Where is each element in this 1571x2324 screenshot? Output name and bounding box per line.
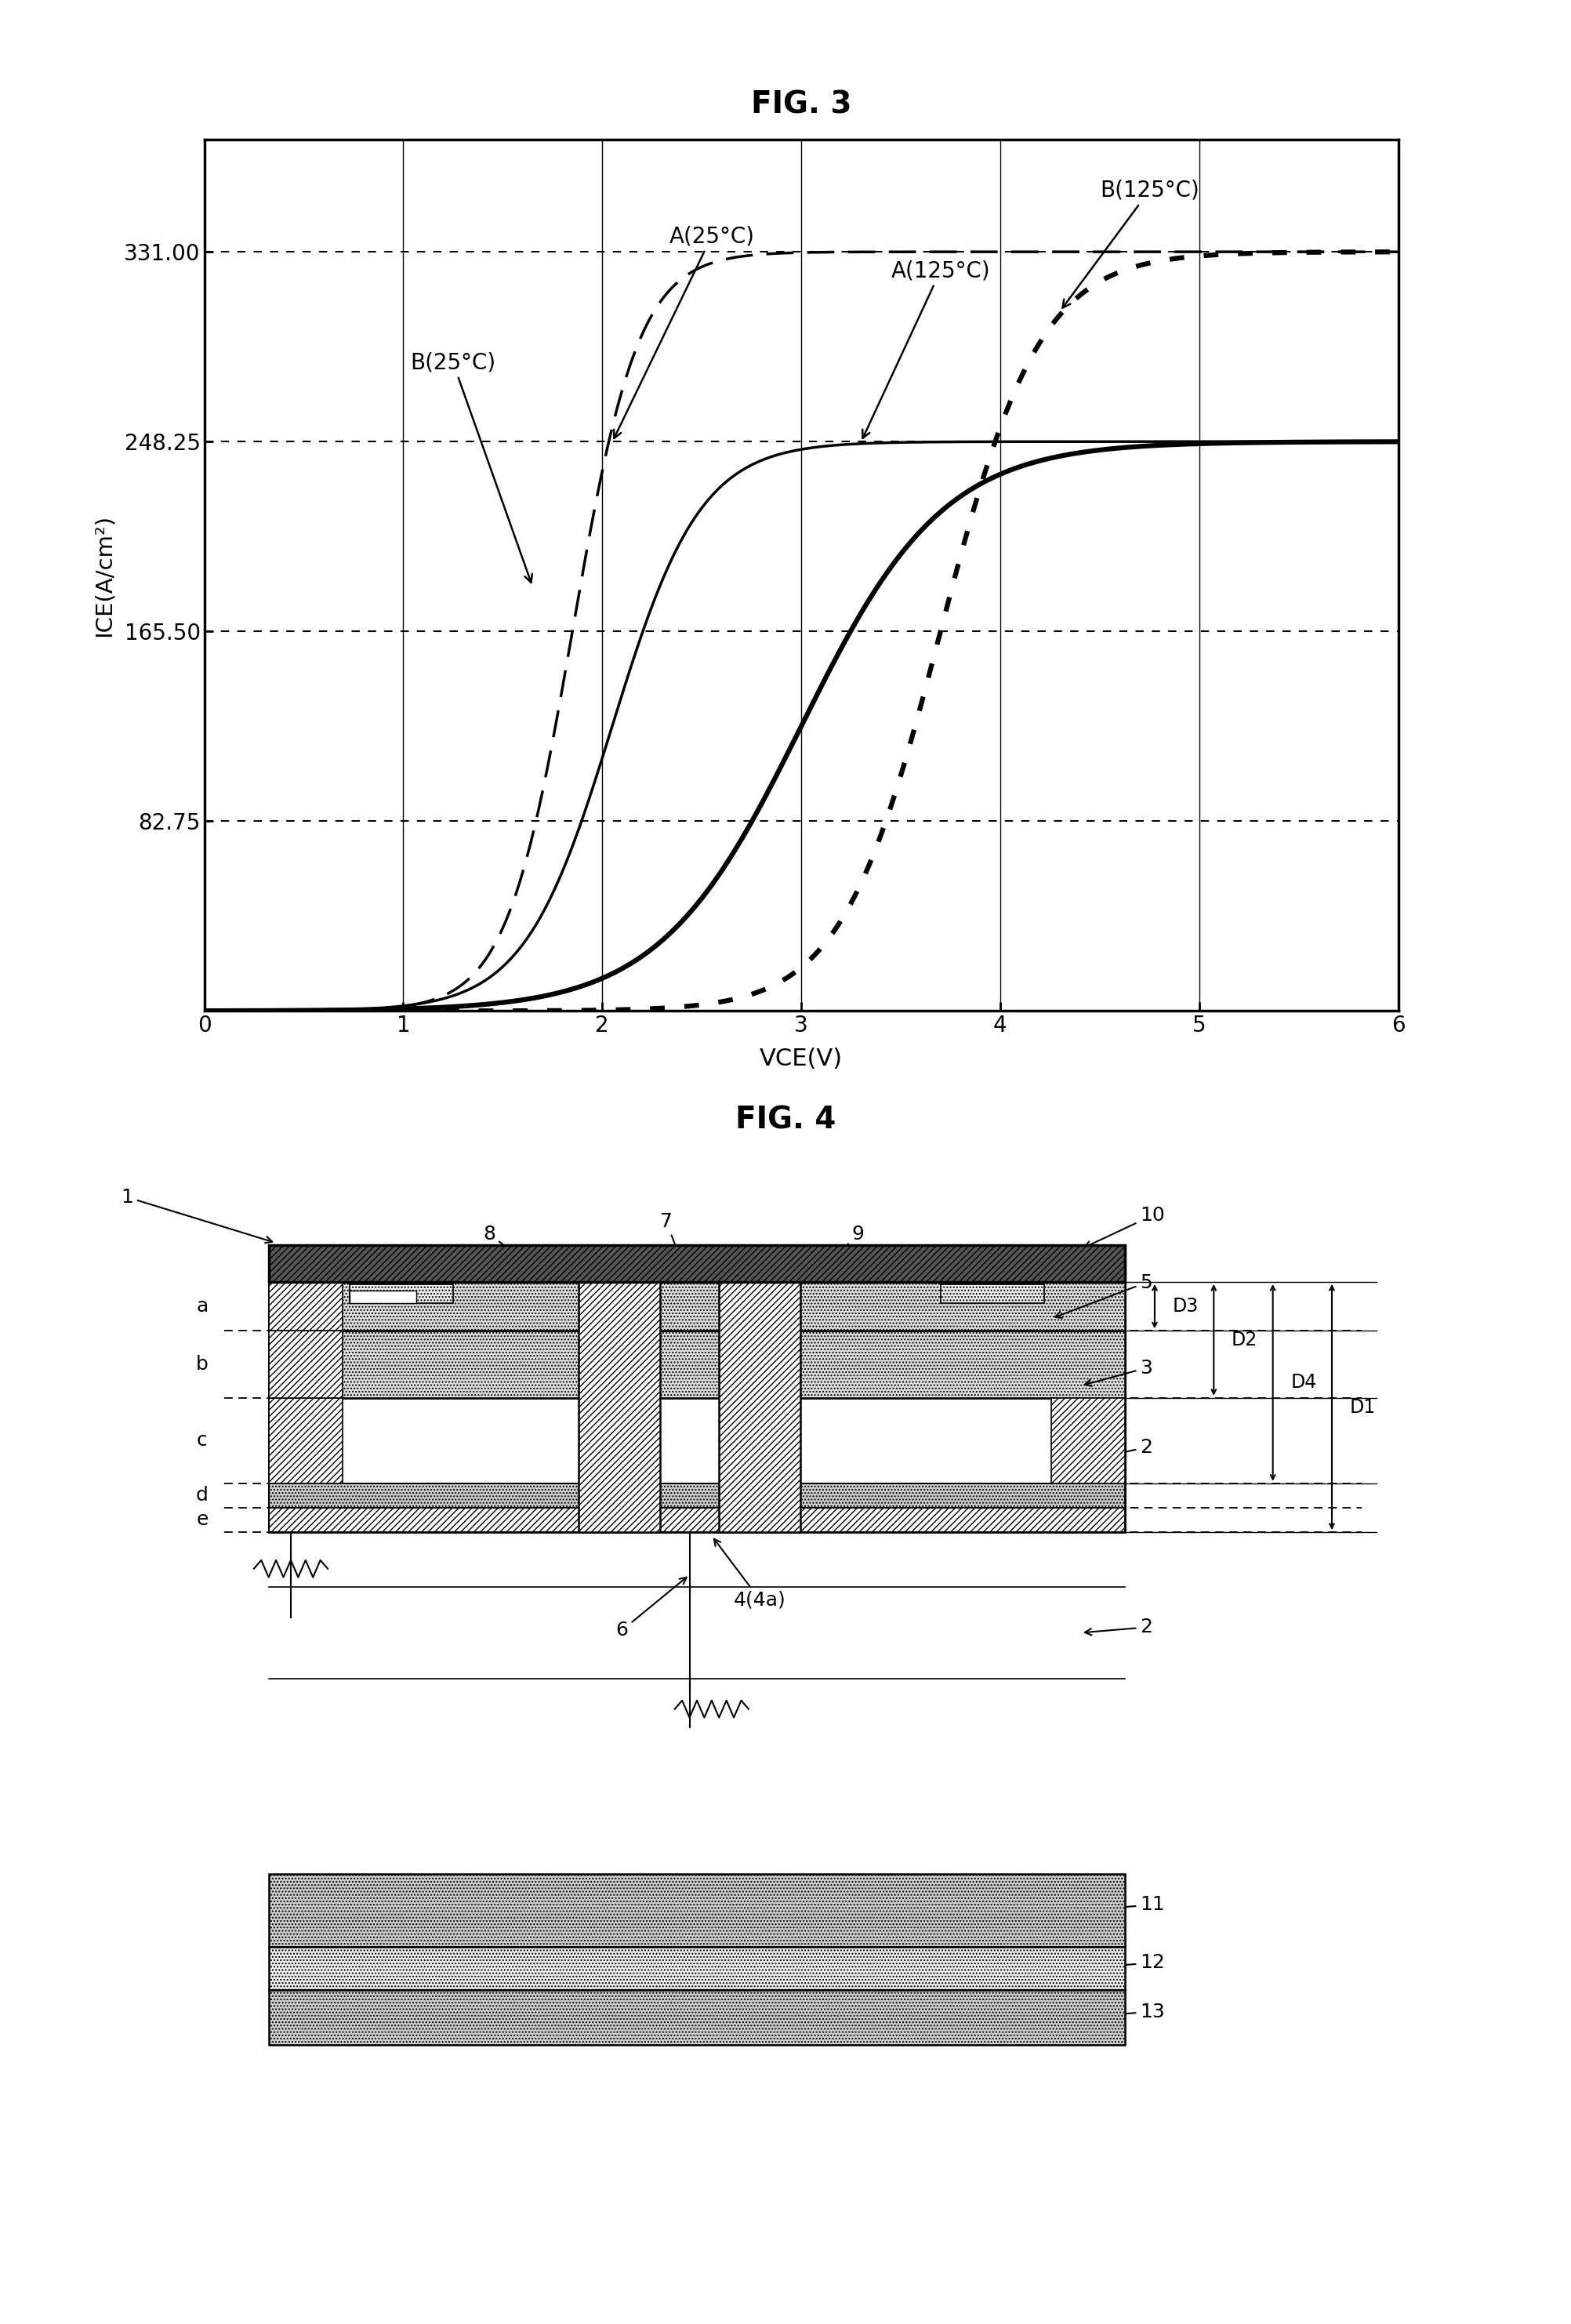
Bar — [269, 1332, 1125, 1399]
Text: 11: 11 — [1086, 1896, 1164, 1915]
Bar — [269, 1246, 1125, 1283]
Bar — [720, 1283, 800, 1532]
X-axis label: VCE(V): VCE(V) — [760, 1048, 842, 1071]
Text: B(25°C): B(25°C) — [410, 351, 533, 583]
Bar — [269, 1948, 1125, 1989]
Text: 12: 12 — [1086, 1954, 1166, 1973]
Bar — [350, 1285, 452, 1304]
Bar — [269, 1283, 342, 1332]
Bar — [269, 1283, 1125, 1532]
Text: c: c — [196, 1432, 207, 1450]
Text: D3: D3 — [1172, 1297, 1199, 1315]
Text: A(25°C): A(25°C) — [614, 225, 754, 439]
Text: D1: D1 — [1349, 1397, 1376, 1415]
Text: 1: 1 — [121, 1188, 272, 1243]
Bar — [350, 1290, 416, 1304]
Text: 4(4a): 4(4a) — [715, 1538, 786, 1608]
Text: 2: 2 — [1086, 1618, 1153, 1636]
Y-axis label: ICE(A/cm²): ICE(A/cm²) — [93, 514, 115, 637]
Text: a: a — [196, 1297, 209, 1315]
Text: 8: 8 — [482, 1225, 553, 1283]
Bar — [578, 1283, 660, 1532]
Text: D4: D4 — [1290, 1373, 1316, 1392]
Text: B(125°C): B(125°C) — [1062, 179, 1199, 309]
Bar — [269, 1873, 1125, 1948]
Text: d: d — [196, 1485, 209, 1506]
Text: D2: D2 — [1232, 1332, 1257, 1350]
Bar — [269, 1508, 1125, 1532]
Bar — [269, 1989, 1125, 2045]
Text: 2: 2 — [1070, 1439, 1153, 1466]
Text: 5: 5 — [1056, 1274, 1152, 1318]
Text: A(125°C): A(125°C) — [862, 260, 990, 439]
Text: 9: 9 — [811, 1225, 864, 1283]
Text: 13: 13 — [1086, 2003, 1164, 2022]
Text: e: e — [196, 1511, 209, 1529]
Title: FIG. 3: FIG. 3 — [751, 91, 851, 119]
Bar — [269, 1332, 342, 1399]
Bar — [941, 1285, 1043, 1304]
Text: 6: 6 — [616, 1578, 687, 1641]
Text: 3: 3 — [1084, 1360, 1153, 1385]
Bar — [1051, 1399, 1125, 1483]
Text: b: b — [196, 1355, 209, 1373]
Bar — [269, 1399, 342, 1483]
Bar — [269, 1483, 1125, 1508]
Bar — [269, 1283, 1125, 1332]
Bar — [269, 1399, 1125, 1483]
Text: 7: 7 — [660, 1213, 688, 1278]
Text: FIG. 4: FIG. 4 — [735, 1104, 836, 1134]
Text: 10: 10 — [1084, 1206, 1164, 1248]
